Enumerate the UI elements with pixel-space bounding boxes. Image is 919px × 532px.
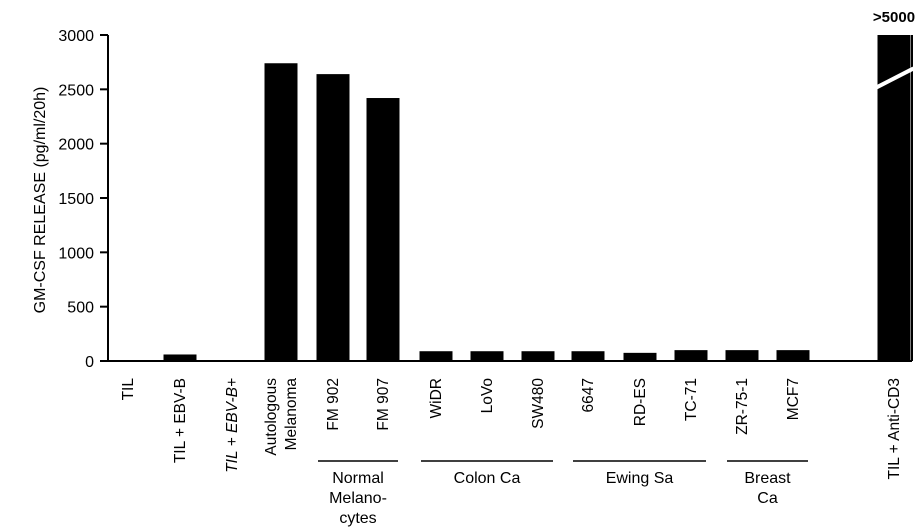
bar [521,351,555,361]
bar [571,351,605,361]
category-label: TIL + Anti-CD3 [886,378,903,480]
category-label: WiDR [428,378,445,418]
y-axis-label: GM-CSF RELEASE (pg/ml/20h) [32,87,49,314]
bars: >5000 [163,9,915,362]
category-label: TIL + EBV-B+ [224,378,241,473]
bar [674,350,708,361]
category-label: MCF7 [785,378,802,420]
group-label: Colon Ca [454,470,521,487]
category-label: FM 907 [375,378,392,431]
category-label: TC-71 [683,378,700,421]
group-label: Ca [757,490,778,507]
group-label: Breast [744,470,791,487]
axis-break-mark [873,66,915,91]
category-label: TIL [120,378,137,401]
bar [264,63,298,362]
bar [470,351,504,361]
category-label: SW480 [530,378,547,429]
group-label: Normal [332,470,384,487]
group-label: Melano- [329,490,387,507]
bar [725,350,759,361]
bar-annotation: >5000 [873,9,915,26]
bar [366,98,400,361]
x-axis-labels: TIL TIL + EBV-B TIL + EBV-B+ Autologous Mela… [120,378,903,480]
category-label: 6647 [580,378,597,412]
y-tick-label: 3000 [58,28,94,45]
category-label: TIL + EBV-B [172,378,189,463]
group-label: Ewing Sa [606,470,674,487]
category-groups: Normal Melano-cytes Colon Ca Ewing Sa Breast… [318,460,808,527]
group-label: cytes [339,510,376,527]
bar [776,350,810,361]
bar [316,74,350,362]
category-label: Melanoma [283,378,300,451]
category-label: FM 902 [325,378,342,431]
bar [877,35,911,361]
bar [623,352,657,361]
y-tick-label: 1500 [58,191,94,208]
category-label: LoVo [479,378,496,413]
y-tick-label: 1000 [58,245,94,262]
y-tick-label: 2000 [58,137,94,154]
category-label: ZR-75-1 [734,378,751,435]
y-axis: 0 500 1000 1500 2000 2500 3000 [58,28,913,371]
category-label: Autologous [263,378,280,456]
bar [163,354,197,361]
y-tick-label: 2500 [58,82,94,99]
bar [419,351,453,361]
category-label: RD-ES [632,378,649,426]
y-tick-label: 500 [67,300,94,317]
y-tick-label: 0 [85,354,94,371]
